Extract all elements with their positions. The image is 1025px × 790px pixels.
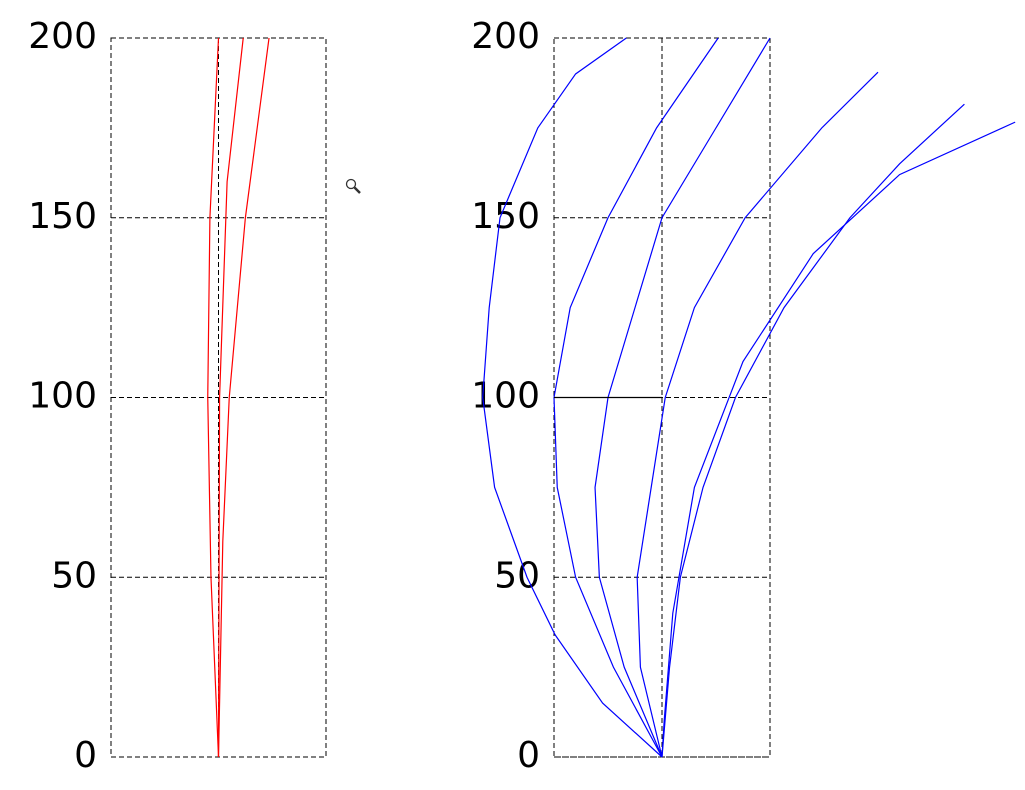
series-line — [217, 37, 270, 758]
zoom-icon — [345, 178, 361, 194]
series-line — [207, 37, 220, 758]
y-tick-label: 200 — [471, 16, 540, 57]
series-line — [661, 103, 965, 758]
y-tick-label: 100 — [28, 376, 97, 417]
y-tick-label: 0 — [517, 735, 540, 776]
series-line — [482, 37, 663, 758]
y-tick-label: 150 — [28, 196, 97, 237]
series-line — [636, 71, 879, 758]
y-tick-label: 150 — [471, 196, 540, 237]
y-tick-label: 100 — [471, 376, 540, 417]
y-tick-label: 0 — [74, 735, 97, 776]
series-line — [217, 37, 244, 758]
y-tick-label: 50 — [51, 555, 97, 596]
series-line — [661, 121, 1016, 758]
y-tick-label: 200 — [28, 16, 97, 57]
